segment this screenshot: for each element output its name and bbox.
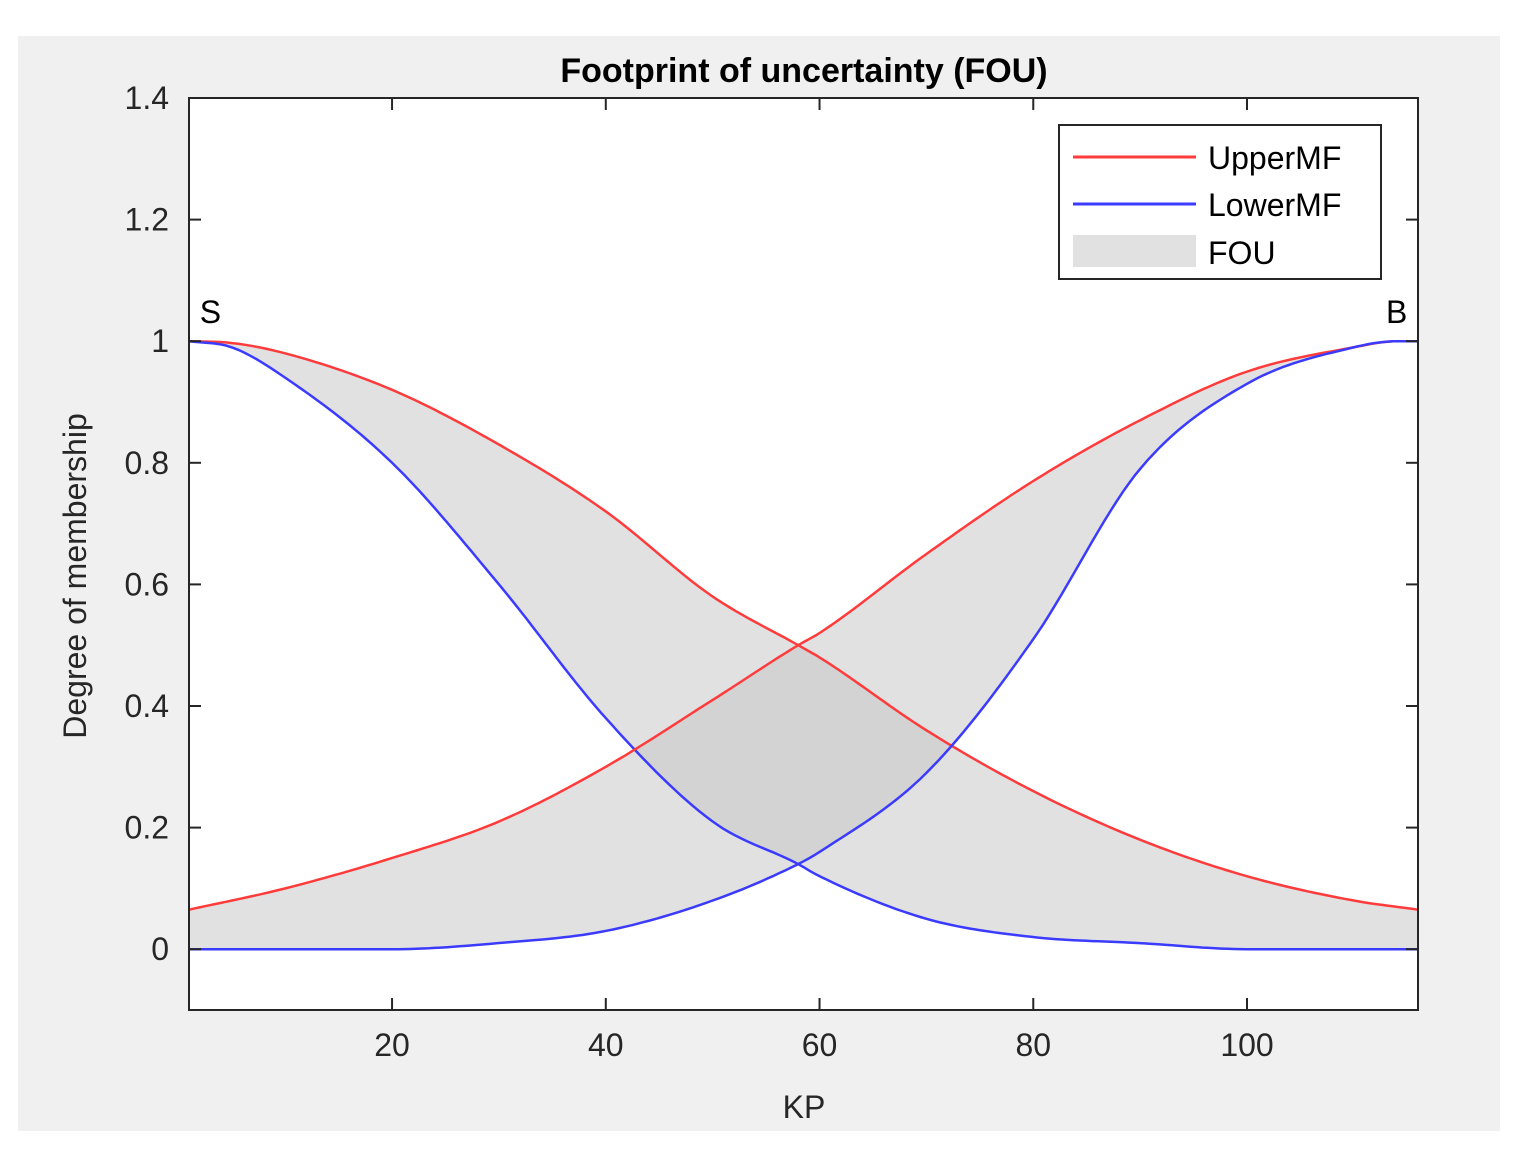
y-tick-label: 0.6	[125, 566, 169, 602]
annotation-B: B	[1386, 294, 1407, 330]
axes-box	[188, 97, 1419, 1011]
x-tick-label: 80	[1015, 1027, 1051, 1063]
x-axis-label: KP	[783, 1089, 826, 1125]
chart-title: Footprint of uncertainty (FOU)	[560, 52, 1047, 90]
legend-label-upper: UpperMF	[1208, 140, 1341, 176]
x-tick-label: 20	[374, 1027, 410, 1063]
fou-chart: Footprint of uncertainty (FOU) KP Degree…	[57, 52, 1419, 1125]
series-line-uppermf-S	[188, 339, 1419, 911]
series-line-uppermf-B	[188, 339, 1418, 911]
legend-label-fou: FOU	[1208, 235, 1276, 271]
y-tick-label: 0.2	[125, 810, 169, 846]
series-line-lowermf-S	[188, 339, 1418, 951]
legend: UpperMF LowerMF FOU	[1058, 124, 1382, 280]
y-tick-label: 0.4	[125, 688, 169, 724]
y-tick-label: 1	[151, 323, 169, 359]
legend-label-lower: LowerMF	[1208, 187, 1341, 223]
x-tick-label: 40	[588, 1027, 624, 1063]
fou-band-S	[189, 341, 1418, 950]
x-tick-label: 60	[802, 1027, 838, 1063]
x-tick-label: 100	[1220, 1027, 1273, 1063]
annotation-S: S	[200, 294, 221, 330]
fou-band-B	[189, 341, 1418, 950]
figure-background: Footprint of uncertainty (FOU) KP Degree…	[18, 36, 1500, 1131]
y-tick-label: 1.2	[125, 202, 169, 238]
y-tick-label: 0.8	[125, 445, 169, 481]
y-tick-label: 0	[151, 931, 169, 967]
series-line-lowermf-B	[189, 339, 1418, 951]
y-tick-label: 1.4	[125, 80, 169, 116]
y-axis-label: Degree of membership	[57, 413, 93, 738]
legend-swatch-fou	[1073, 235, 1196, 267]
